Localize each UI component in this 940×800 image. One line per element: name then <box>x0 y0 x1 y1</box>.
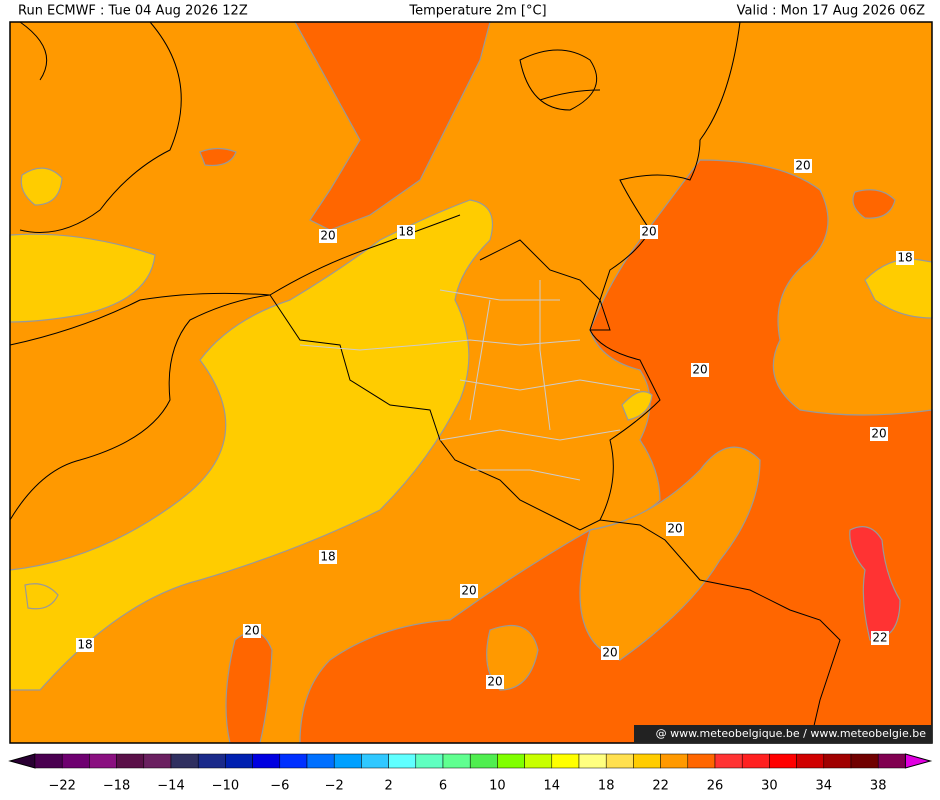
colorbar-label: 2 <box>384 779 392 794</box>
contour-label: 20 <box>602 646 617 660</box>
contour-label: 18 <box>320 550 335 564</box>
contour-label-box <box>794 159 812 173</box>
contour-label: 20 <box>667 522 682 536</box>
contour-label-box <box>76 638 94 652</box>
colorbar-swatch <box>415 753 444 769</box>
contour-label-box <box>319 550 337 564</box>
contour-label-box <box>666 522 684 536</box>
colorbar-swatch <box>796 753 825 769</box>
colorbar-label: 34 <box>816 779 833 794</box>
colorbar-swatch <box>279 753 308 769</box>
colorbar-arrow <box>904 753 933 769</box>
colorbar-swatch <box>170 753 199 769</box>
colorbar-label: 18 <box>598 779 615 794</box>
contour-label-box <box>896 251 914 265</box>
colorbar-swatch <box>61 753 90 769</box>
colorbar-label: 6 <box>439 779 447 794</box>
contour-label-box <box>243 624 261 638</box>
colorbar-swatch <box>34 753 63 769</box>
colorbar-label: −18 <box>103 779 130 794</box>
contour-label: 20 <box>871 427 886 441</box>
contour-label: 18 <box>398 225 413 239</box>
colorbar-label: 14 <box>544 779 561 794</box>
colorbar-swatch <box>225 753 253 769</box>
contour-label: 20 <box>641 225 656 239</box>
contour-label: 20 <box>795 159 810 173</box>
contour-label: 20 <box>320 229 335 243</box>
contour-label-box <box>397 225 415 239</box>
colorbar-swatch <box>497 753 525 769</box>
contour-label-box <box>601 646 619 660</box>
colorbar-swatch <box>769 753 797 769</box>
colorbar-label: −14 <box>157 779 184 794</box>
colorbar-label: 30 <box>761 779 778 794</box>
colorbar-swatch <box>442 753 471 769</box>
colorbar-swatch <box>388 753 417 769</box>
contour-label: 20 <box>244 624 259 638</box>
contour-label-box <box>319 229 337 243</box>
colorbar-swatch <box>361 753 389 769</box>
valid-label: Valid : Mon 17 Aug 2026 06Z <box>737 4 925 19</box>
colorbar-arrow <box>8 753 36 769</box>
contour-label: 18 <box>77 638 92 652</box>
colorbar-swatch <box>551 753 580 769</box>
colorbar-label: 38 <box>870 779 887 794</box>
colorbar-swatch <box>197 753 226 769</box>
temperature-fields <box>9 21 933 744</box>
contour-label: 20 <box>461 584 476 598</box>
colorbar-label: 26 <box>707 779 724 794</box>
colorbar-swatch <box>741 753 770 769</box>
map-frame <box>9 21 933 744</box>
colorbar-label: −6 <box>270 779 289 794</box>
contour-label-box <box>871 631 889 645</box>
colorbar-swatch <box>605 753 634 769</box>
colorbar-swatch <box>823 753 852 769</box>
map-title: Temperature 2m [°C] <box>408 4 546 19</box>
colorbar-swatch <box>306 753 335 769</box>
borders <box>9 21 841 744</box>
contour-label-box <box>870 427 888 441</box>
colorbar-swatch <box>850 753 879 769</box>
colorbar-label: −10 <box>212 779 239 794</box>
colorbar-label: −2 <box>325 779 344 794</box>
colorbar-swatch <box>687 753 716 769</box>
colorbar-swatch <box>333 753 362 769</box>
contour-label: 20 <box>692 363 707 377</box>
contour-label-box <box>640 225 658 239</box>
watermark: @ www.meteobelgique.be / www.meteobelgie… <box>656 727 927 740</box>
colorbar-label: 10 <box>489 779 506 794</box>
run-label: Run ECMWF : Tue 04 Aug 2026 12Z <box>18 4 248 19</box>
colorbar-label: −22 <box>48 779 75 794</box>
colorbar-swatch <box>714 753 743 769</box>
colorbar-swatch <box>143 753 172 769</box>
colorbar-swatch <box>89 753 117 769</box>
colorbar-swatch <box>524 753 553 769</box>
watermark-box <box>634 725 932 743</box>
contour-label-box <box>691 363 709 377</box>
colorbar-swatch <box>469 753 498 769</box>
colorbar-swatch <box>252 753 281 769</box>
region-borders <box>299 280 641 481</box>
contour-label: 22 <box>872 631 887 645</box>
contour-label: 18 <box>897 251 912 265</box>
colorbar-swatch <box>116 753 145 769</box>
colorbar-swatch <box>877 753 906 769</box>
colorbar-swatch <box>633 753 661 769</box>
colorbar-swatch <box>660 753 689 769</box>
colorbar-label: 22 <box>652 779 669 794</box>
colorbar-swatch <box>578 753 607 769</box>
contour-label-box <box>460 584 478 598</box>
contour-label-box <box>486 675 504 689</box>
contour-label: 20 <box>487 675 502 689</box>
